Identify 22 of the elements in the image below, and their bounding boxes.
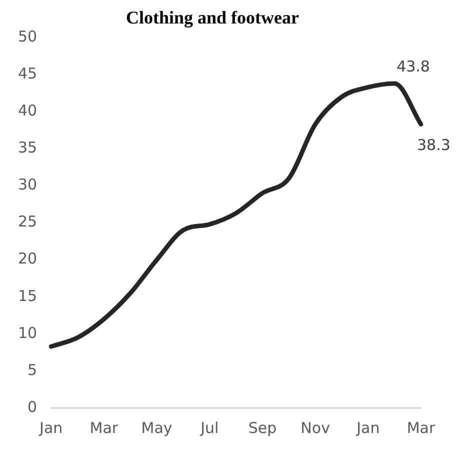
y-tick-label: 10	[18, 324, 38, 342]
x-tick-label: Jan	[356, 418, 380, 437]
x-tick-label: Jul	[200, 418, 219, 437]
chart-title: Clothing and footwear	[126, 7, 300, 28]
x-tick-label: Jan	[38, 418, 63, 437]
x-tick-label: Mar	[406, 418, 436, 437]
y-tick-label: 35	[18, 138, 38, 157]
x-tick-label: Nov	[300, 418, 330, 437]
y-tick-label: 30	[18, 176, 38, 194]
y-tick-label: 25	[18, 212, 38, 231]
y-tick-label: 0	[28, 398, 38, 416]
y-tick-label: 15	[18, 286, 38, 305]
x-tick-label: Sep	[248, 418, 277, 437]
y-tick-label: 40	[18, 102, 38, 120]
y-tick-label: 5	[28, 360, 38, 379]
data-label: 43.8	[396, 57, 430, 76]
y-tick-label: 20	[18, 250, 38, 268]
y-tick-label: 45	[18, 64, 38, 83]
x-tick-label: Mar	[90, 418, 119, 437]
data-label: 38.3	[417, 136, 450, 154]
y-tick-label: 50	[18, 27, 38, 46]
x-tick-label: May	[141, 418, 172, 437]
